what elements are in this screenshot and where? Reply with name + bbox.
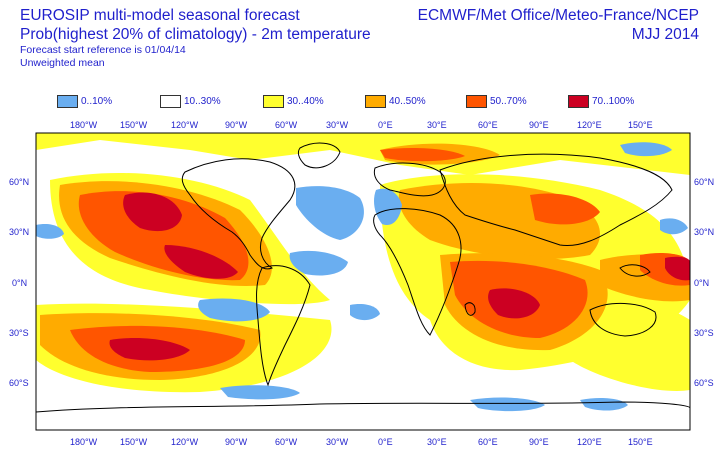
lon-tick-top: 60°E bbox=[478, 120, 498, 130]
legend-label: 30..40% bbox=[287, 95, 324, 107]
lon-tick-bottom: 0°E bbox=[378, 437, 393, 447]
lat-tick-left: 30°S bbox=[9, 328, 29, 338]
prob-region-0 bbox=[36, 224, 64, 239]
lon-tick-top: 120°E bbox=[577, 120, 602, 130]
lon-tick-top: 150°W bbox=[120, 120, 148, 130]
lon-tick-bottom: 30°W bbox=[326, 437, 349, 447]
centres-label: ECMWF/Met Office/Meteo-France/NCEP bbox=[417, 7, 699, 24]
prob-region-5 bbox=[488, 288, 540, 319]
prob-region-5 bbox=[123, 192, 182, 232]
lon-tick-bottom: 120°E bbox=[577, 437, 602, 447]
lon-tick-top: 150°E bbox=[628, 120, 653, 130]
lon-tick-top: 0°E bbox=[378, 120, 393, 130]
prob-region-5 bbox=[665, 256, 690, 281]
lon-tick-top: 30°W bbox=[326, 120, 349, 130]
lon-tick-bottom: 120°W bbox=[171, 437, 199, 447]
legend-item: 10..30% bbox=[160, 94, 221, 108]
legend-swatch-5 bbox=[568, 94, 589, 108]
legend-label: 50..70% bbox=[490, 95, 527, 107]
lat-tick-right: 0°N bbox=[694, 278, 710, 288]
prob-region-0 bbox=[198, 298, 270, 322]
legend-swatch-3 bbox=[365, 94, 386, 108]
map-frame bbox=[35, 132, 691, 431]
title-block: EUROSIP multi-model seasonal forecast Pr… bbox=[20, 6, 371, 70]
lon-tick-bottom: 150°W bbox=[120, 437, 148, 447]
lon-tick-top: 90°W bbox=[225, 120, 248, 130]
lat-tick-right: 30°S bbox=[694, 328, 714, 338]
lat-tick-left: 30°N bbox=[9, 227, 30, 237]
prob-region-0 bbox=[620, 142, 672, 157]
legend-item: 0..10% bbox=[57, 94, 112, 108]
provider-block: ECMWF/Met Office/Meteo-France/NCEP MJJ 2… bbox=[418, 6, 699, 44]
prob-region-0 bbox=[660, 218, 688, 235]
prob-region-5 bbox=[164, 245, 238, 279]
prob-region-0 bbox=[289, 250, 348, 276]
weighting-note: Unweighted mean bbox=[20, 57, 105, 69]
legend-swatch-2 bbox=[263, 94, 284, 108]
lon-tick-bottom: 60°W bbox=[275, 437, 298, 447]
legend-label: 0..10% bbox=[81, 95, 113, 107]
lat-tick-left: 60°N bbox=[9, 177, 30, 187]
map-title: EUROSIP multi-model seasonal forecast bbox=[20, 7, 300, 24]
prob-region-0 bbox=[220, 385, 300, 400]
season-label: MJJ 2014 bbox=[631, 26, 699, 43]
lon-tick-bottom: 180°W bbox=[70, 437, 98, 447]
lon-tick-top: 180°W bbox=[70, 120, 98, 130]
map-subtitle: Prob(highest 20% of climatology) - 2m te… bbox=[20, 26, 371, 43]
prob-region-0 bbox=[296, 186, 364, 240]
legend-label: 10..30% bbox=[184, 95, 221, 107]
legend-item: 30..40% bbox=[263, 94, 324, 108]
lon-tick-top: 30°E bbox=[427, 120, 447, 130]
lon-tick-top: 90°E bbox=[529, 120, 549, 130]
prob-region-0 bbox=[350, 304, 380, 321]
prob-region-2 bbox=[36, 133, 690, 175]
prob-region-4 bbox=[530, 193, 600, 225]
lon-tick-bottom: 60°E bbox=[478, 437, 498, 447]
lon-tick-top: 60°W bbox=[275, 120, 298, 130]
legend-item: 70..100% bbox=[568, 94, 634, 108]
lat-tick-right: 60°S bbox=[694, 378, 714, 388]
prob-region-4 bbox=[380, 148, 465, 162]
forecast-reference: Forecast start reference is 01/04/14 bbox=[20, 44, 186, 56]
legend-label: 40..50% bbox=[389, 95, 426, 107]
lon-tick-top: 120°W bbox=[171, 120, 199, 130]
lon-tick-bottom: 30°E bbox=[427, 437, 447, 447]
legend-swatch-1 bbox=[160, 94, 181, 108]
prob-region-0 bbox=[374, 188, 402, 226]
lon-tick-bottom: 90°E bbox=[529, 437, 549, 447]
legend-label: 70..100% bbox=[592, 95, 635, 107]
legend: 0..10% 10..30% 30..40% 40..50% 50..70% 7… bbox=[0, 94, 723, 110]
lat-tick-right: 60°N bbox=[694, 177, 715, 187]
prob-region-0 bbox=[470, 397, 545, 412]
coastlines bbox=[36, 142, 690, 413]
prob-region-0 bbox=[580, 397, 628, 411]
lat-tick-right: 30°N bbox=[694, 227, 715, 237]
lat-tick-left: 60°S bbox=[9, 378, 29, 388]
prob-region-5 bbox=[109, 338, 190, 361]
legend-swatch-0 bbox=[57, 94, 78, 108]
lon-tick-bottom: 90°W bbox=[225, 437, 248, 447]
legend-item: 40..50% bbox=[365, 94, 426, 108]
lat-tick-left: 0°N bbox=[12, 278, 28, 288]
legend-item: 50..70% bbox=[466, 94, 527, 108]
lon-tick-bottom: 150°E bbox=[628, 437, 653, 447]
legend-swatch-4 bbox=[466, 94, 487, 108]
